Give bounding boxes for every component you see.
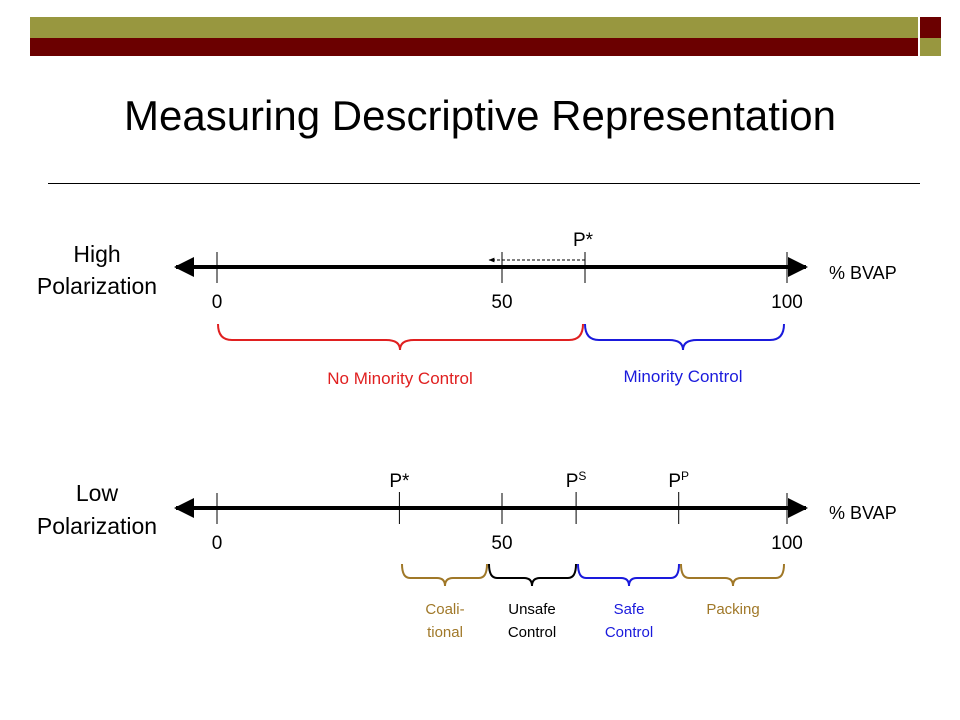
low-marker-base-1: P [566, 471, 579, 492]
low-brace-safe [577, 563, 680, 587]
high-axis-unit: % BVAP [829, 263, 897, 283]
low-marker-base-0: P [389, 471, 402, 492]
high-label-line2: Polarization [37, 273, 157, 299]
low-tick-label-50: 50 [491, 533, 512, 554]
low-marker-label-0: P* [389, 471, 410, 492]
low-marker-base-2: P [668, 471, 681, 492]
low-marker-sup-1: S [578, 469, 586, 483]
high-brace-control [584, 323, 785, 351]
low-range-unsafe-line1: Unsafe [508, 601, 556, 618]
high-tick-label-50: 50 [491, 292, 512, 313]
low-label-line2: Polarization [37, 513, 157, 539]
corner-square-maroon [920, 17, 941, 38]
high-p-star-label: P* [573, 230, 594, 251]
low-axis-unit: % BVAP [829, 503, 897, 523]
high-label-line1: High [73, 241, 120, 267]
title-divider [48, 183, 920, 184]
low-marker-sup-0: * [402, 471, 410, 492]
header-olive-bar [30, 17, 918, 38]
low-range-unsafe-line2: Control [508, 624, 556, 641]
low-brace-coalitional [401, 563, 488, 587]
low-marker-group: P* PS PP [389, 469, 689, 524]
low-range-safe-line1: Safe [614, 601, 645, 618]
low-marker-label-1: PS [566, 469, 587, 492]
high-range-control: Minority Control [623, 367, 742, 386]
low-tick-label-0: 0 [212, 533, 223, 554]
low-brace-unsafe [488, 563, 577, 587]
header-maroon-bar [30, 38, 918, 56]
low-range-coalitional-line2: tional [427, 624, 463, 641]
slide-title: Measuring Descriptive Representation [123, 92, 836, 139]
low-range-packing-line1: Packing [706, 601, 759, 618]
high-range-no-control: No Minority Control [327, 369, 473, 388]
low-tick-label-100: 100 [771, 533, 803, 554]
low-brace-packing [680, 563, 785, 587]
high-tick-group: 0 50 100 [212, 252, 803, 313]
high-tick-label-0: 0 [212, 292, 223, 313]
high-tick-label-100: 100 [771, 292, 803, 313]
low-marker-label-2: PP [668, 469, 689, 492]
low-marker-sup-2: P [681, 469, 689, 483]
low-label-line1: Low [76, 480, 119, 506]
high-brace-no-control [217, 323, 584, 351]
corner-square-olive [920, 38, 941, 56]
low-range-safe-line2: Control [605, 624, 653, 641]
low-tick-group: 0 50 100 [212, 493, 803, 554]
low-range-coalitional-line1: Coali- [425, 601, 464, 618]
